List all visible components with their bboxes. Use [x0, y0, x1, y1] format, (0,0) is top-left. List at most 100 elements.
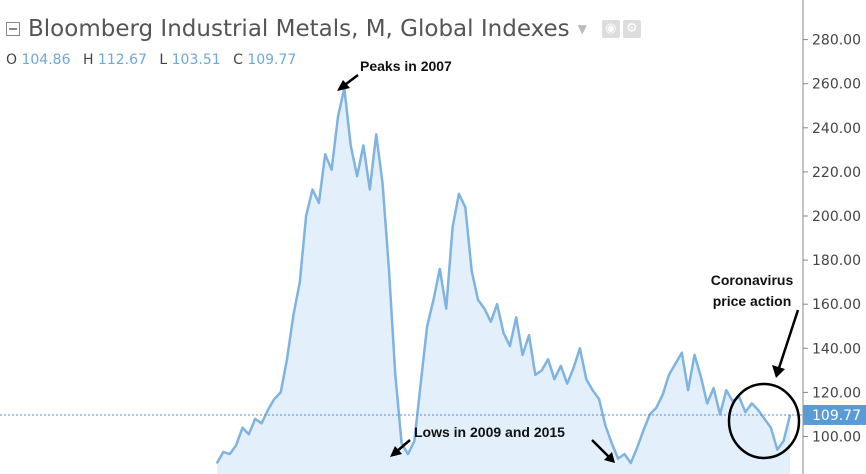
data-point [502, 332, 505, 334]
data-point [273, 398, 276, 400]
data-point [407, 453, 409, 455]
covid-arrow-head [772, 365, 785, 378]
y-tick-label: 100.00 [812, 430, 861, 446]
data-point [776, 448, 779, 451]
y-tick-label: 180.00 [812, 253, 861, 269]
data-point [604, 424, 607, 427]
data-point [528, 334, 530, 336]
data-point [400, 442, 403, 444]
data-point [725, 389, 728, 392]
data-point [687, 389, 689, 392]
covid-annotation-line1: Coronavirus [710, 272, 794, 288]
data-point [260, 422, 263, 425]
low-label: L [159, 52, 168, 68]
last-price-label: 109.77 [812, 408, 861, 424]
data-point [706, 402, 708, 405]
data-point [464, 206, 467, 208]
chevron-down-icon[interactable]: ▼ [577, 22, 587, 36]
data-point [477, 299, 479, 301]
data-point [222, 451, 225, 453]
data-point [681, 351, 683, 354]
collapse-icon[interactable] [6, 22, 20, 36]
data-point [394, 374, 397, 376]
data-point [751, 402, 753, 405]
data-point [362, 144, 365, 147]
data-point [324, 153, 327, 156]
data-point [515, 316, 517, 319]
data-point [292, 314, 295, 317]
data-point [547, 358, 549, 361]
covid-circle [727, 382, 801, 460]
data-point [560, 365, 562, 367]
data-point [763, 418, 766, 420]
data-point [623, 453, 626, 455]
y-tick-label: 160.00 [812, 297, 861, 313]
data-point [279, 391, 282, 394]
eye-icon[interactable]: ◉ [601, 20, 620, 38]
data-point [636, 446, 638, 449]
data-point [349, 144, 352, 147]
covid-annotation-line2: price action [712, 293, 792, 309]
data-point [617, 457, 619, 460]
data-point [337, 116, 339, 118]
y-tick-label: 120.00 [812, 385, 861, 401]
y-tick-label: 240.00 [812, 121, 861, 137]
chart-header: Bloomberg Industrial Metals, M, Global I… [6, 16, 641, 42]
data-point [299, 281, 301, 283]
lows-arrow-right-head [604, 452, 615, 463]
data-point [496, 303, 498, 306]
chart-title: Bloomberg Industrial Metals, M, Global I… [28, 16, 570, 42]
data-point [375, 133, 378, 136]
series-layer [215, 86, 792, 474]
data-point [439, 268, 441, 270]
data-point [305, 215, 307, 217]
data-point [712, 387, 715, 389]
low-value: 103.51 [171, 52, 221, 68]
data-point [585, 378, 588, 381]
data-point [490, 321, 492, 323]
data-point [521, 354, 524, 356]
data-point [458, 193, 460, 195]
annotation-arrows [337, 74, 801, 463]
data-point [267, 409, 269, 411]
peak-annotation: Peaks in 2007 [360, 58, 452, 74]
data-point [451, 226, 454, 228]
data-point [566, 382, 568, 385]
close-label: C [233, 52, 243, 68]
data-point [311, 188, 314, 191]
data-point [674, 362, 677, 365]
data-point [413, 440, 416, 442]
data-point [534, 374, 537, 376]
series-area [217, 88, 790, 474]
data-point [642, 429, 645, 431]
data-point [661, 393, 664, 396]
data-point [445, 307, 448, 310]
y-axis[interactable]: 100.00 120.00 140.00 160.00 180.00 200.00 220.… [803, 33, 861, 446]
gear-icon[interactable]: ⚙ [622, 20, 641, 38]
data-point [655, 407, 658, 409]
open-label: O [6, 52, 18, 68]
data-point [381, 182, 384, 184]
data-point [432, 299, 435, 301]
data-point [254, 418, 256, 420]
data-point [330, 168, 333, 171]
data-point [770, 426, 772, 429]
high-value: 112.67 [97, 52, 147, 68]
close-value: 109.77 [247, 52, 297, 68]
peak-arrow-head [337, 80, 350, 91]
data-point [630, 462, 632, 464]
data-point [228, 453, 231, 455]
data-point [572, 367, 575, 369]
high-label: H [82, 52, 94, 68]
data-point [744, 411, 747, 414]
data-point [419, 382, 422, 385]
data-point [579, 347, 581, 350]
covid-annotation: Coronavirus price action [706, 272, 798, 309]
data-point [388, 268, 390, 270]
y-tick-label: 200.00 [812, 209, 861, 225]
data-point [241, 426, 244, 429]
data-point [248, 433, 250, 436]
data-point [598, 398, 600, 400]
data-point [509, 345, 511, 347]
